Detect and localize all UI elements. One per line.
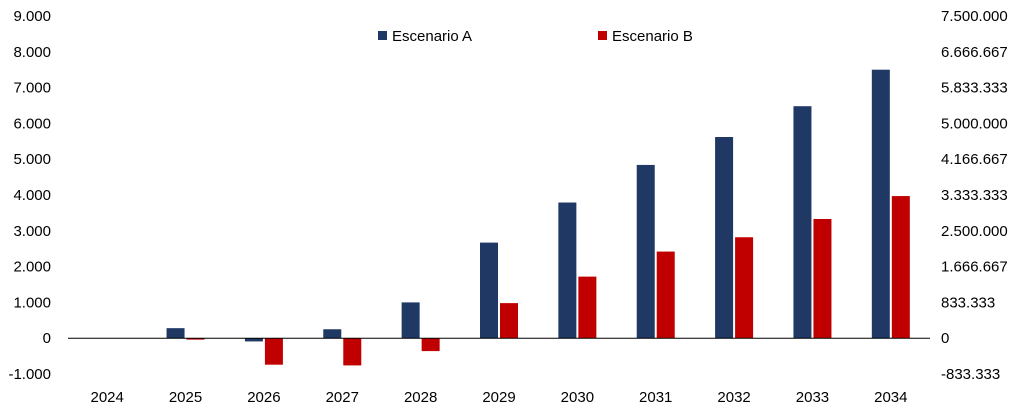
bars: [166, 69, 910, 366]
bar-escenario-a-2028: [401, 302, 420, 339]
right-axis-tick-label: 1.666.667: [941, 259, 1008, 276]
left-axis-tick-label: 1.000: [13, 294, 51, 311]
bar-escenario-b-2028: [421, 338, 440, 352]
x-axis-tick-label: 2026: [247, 389, 280, 406]
legend-swatch-escenario-a: [378, 31, 387, 40]
x-axis-tick-label: 2029: [482, 389, 515, 406]
bar-escenario-a-2031: [636, 164, 655, 339]
left-axis-tick-label: 2.000: [13, 259, 51, 276]
right-axis-tick-label: 3.333.333: [941, 187, 1008, 204]
left-axis-tick-label: 8.000: [13, 44, 51, 61]
x-axis-tick-label: 2025: [169, 389, 202, 406]
right-axis-tick-label: 833.333: [941, 294, 995, 311]
legend-label-escenario-b: Escenario B: [612, 28, 693, 45]
x-axis-tick-label: 2033: [796, 389, 829, 406]
left-axis-tick-label: 0: [43, 330, 51, 347]
bar-escenario-b-2025: [186, 338, 205, 340]
legend-label-escenario-a: Escenario A: [392, 28, 472, 45]
left-axis-tick-label: 7.000: [13, 80, 51, 97]
x-axis-tick-labels: 2024 2025 2026 2027 2028 2029 2030 2031 2032 2033…: [90, 389, 907, 406]
bar-escenario-b-2034: [891, 196, 910, 339]
legend: Escenario A Escenario B: [378, 28, 693, 45]
right-axis-tick-labels: -833.333 0 833.333 1.666.667 2.500.000 3.333.…: [941, 8, 1008, 383]
left-axis-tick-label: 6.000: [13, 115, 51, 132]
x-axis-tick-label: 2034: [874, 389, 907, 406]
left-axis-tick-label: 5.000: [13, 151, 51, 168]
bar-escenario-a-2027: [323, 329, 342, 339]
left-axis-tick-label: 4.000: [13, 187, 51, 204]
right-axis-tick-label: 7.500.000: [941, 8, 1008, 25]
left-axis-tick-label: 9.000: [13, 8, 51, 25]
left-axis-tick-labels: -1.000 0 1.000 2.000 3.000 4.000 5.000 6.000 7.0…: [8, 8, 51, 383]
bar-escenario-b-2026: [264, 338, 283, 365]
right-axis-tick-label: -833.333: [941, 366, 1000, 383]
right-axis-tick-label: 2.500.000: [941, 223, 1008, 240]
left-axis-tick-label: -1.000: [8, 366, 51, 383]
left-axis-tick-label: 3.000: [13, 223, 51, 240]
right-axis-tick-label: 5.833.333: [941, 80, 1008, 97]
bar-escenario-b-2032: [735, 237, 754, 339]
right-axis-tick-label: 6.666.667: [941, 44, 1008, 61]
bar-escenario-b-2030: [578, 276, 597, 339]
bar-escenario-a-2026: [244, 338, 263, 342]
bar-escenario-a-2030: [558, 202, 577, 339]
right-axis-tick-label: 4.166.667: [941, 151, 1008, 168]
x-axis-tick-label: 2032: [717, 389, 750, 406]
bar-escenario-a-2025: [166, 328, 185, 339]
bar-escenario-a-2034: [871, 69, 890, 339]
bar-escenario-a-2029: [480, 242, 498, 339]
x-axis-tick-label: 2027: [326, 389, 359, 406]
bar-escenario-b-2027: [343, 338, 362, 366]
x-axis-tick-label: 2028: [404, 389, 437, 406]
bar-escenario-a-2033: [793, 106, 812, 339]
bar-escenario-b-2031: [656, 251, 675, 339]
bar-escenario-b-2029: [500, 303, 518, 339]
bar-escenario-a-2032: [715, 137, 734, 339]
right-axis-tick-label: 5.000.000: [941, 115, 1008, 132]
bar-escenario-b-2033: [813, 218, 832, 339]
legend-swatch-escenario-b: [598, 31, 607, 40]
x-axis-tick-label: 2024: [90, 389, 123, 406]
x-axis-tick-label: 2030: [561, 389, 594, 406]
x-axis-tick-label: 2031: [639, 389, 672, 406]
right-axis-tick-label: 0: [941, 330, 949, 347]
